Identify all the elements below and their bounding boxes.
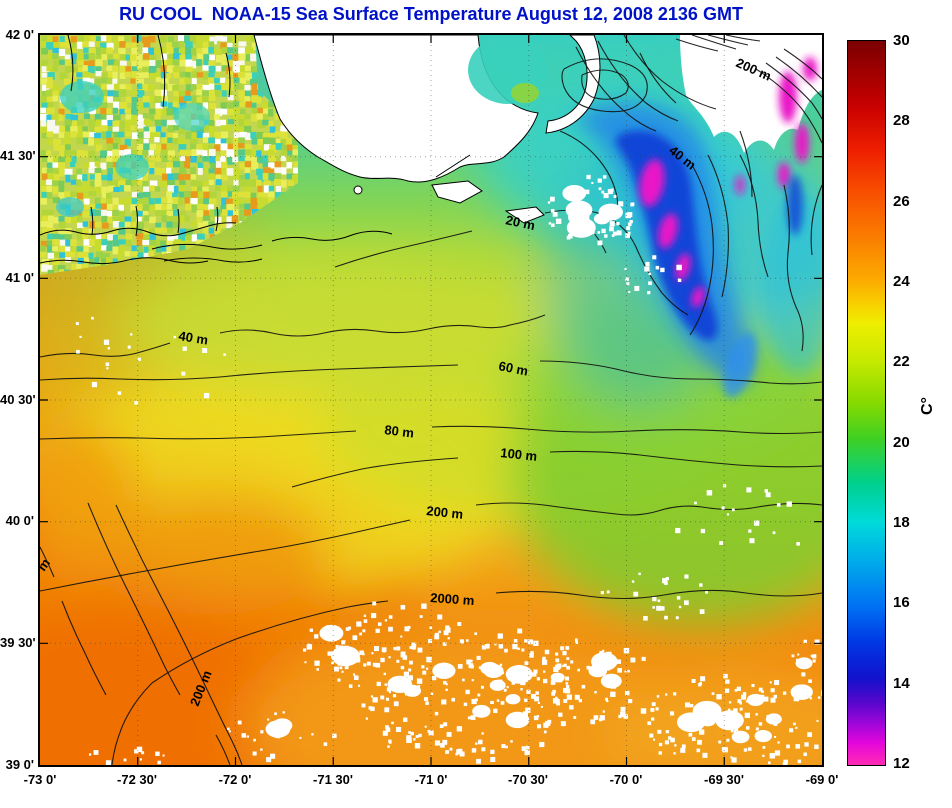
colorbar-tick-label: 18 — [893, 514, 910, 531]
graticule — [40, 35, 822, 765]
colorbar-tick-label: 16 — [893, 594, 910, 611]
colorbar-tick-label: 24 — [893, 273, 910, 290]
coastline-contours — [39, 34, 393, 265]
y-tick-label: 41 0' — [5, 270, 34, 285]
colorbar-unit-label: C° — [919, 397, 936, 415]
colorbar-tick-label: 28 — [893, 112, 910, 129]
cape-cod-bay — [468, 36, 548, 104]
sst-map: 200 m 40 m 20 m 40 m 60 m 80 m 100 m 200… — [0, 34, 890, 808]
contour-label: 20 m — [504, 212, 536, 233]
x-tick-label: -71 30' — [313, 772, 353, 787]
colorbar — [847, 40, 886, 766]
x-tick-label: -70 0' — [609, 772, 643, 787]
y-tick-label: 42 0' — [5, 27, 34, 42]
colorbar-tick-label: 30 — [893, 32, 910, 49]
figure-title: RU COOL NOAA-15 Sea Surface Temperature … — [119, 4, 743, 24]
colorbar-tick-label: 20 — [893, 434, 910, 451]
y-tick-label: 41 30' — [0, 148, 36, 163]
x-tick-label: -69 0' — [805, 772, 839, 787]
colorbar-tick-label: 12 — [893, 755, 910, 772]
bathymetry-contours — [39, 34, 823, 766]
cold-magenta-patches — [639, 57, 817, 308]
x-tick-label: -73 0' — [23, 772, 57, 787]
x-tick-label: -71 0' — [414, 772, 448, 787]
contour-label: 80 m — [384, 422, 415, 441]
cloud-cover — [75, 174, 844, 779]
colorbar-tick-label: 26 — [893, 193, 910, 210]
contour-label: 2000 m — [430, 590, 475, 608]
cold-blue-streak — [787, 175, 803, 235]
islands — [353, 154, 545, 224]
contour-label: 40 m — [178, 328, 210, 347]
axis-ticks — [40, 35, 822, 765]
land-mass — [253, 34, 601, 183]
colorbar-tick-label: 14 — [893, 675, 910, 692]
x-tick-label: -69 30' — [704, 772, 744, 787]
contour-label: 100 m — [500, 445, 538, 464]
contour-label: 200 m — [426, 503, 464, 522]
y-tick-label: 39 0' — [5, 757, 34, 772]
y-tick-label: 40 30' — [0, 392, 36, 407]
x-tick-label: -72 0' — [218, 772, 252, 787]
x-tick-label: -70 30' — [508, 772, 548, 787]
x-tick-label: -72 30' — [117, 772, 157, 787]
y-tick-label: 40 0' — [5, 513, 34, 528]
plot-frame: 200 m 40 m 20 m 40 m 60 m 80 m 100 m 200… — [0, 33, 890, 808]
y-tick-label: 39 30' — [0, 635, 36, 650]
colorbar-tick-label: 22 — [893, 353, 910, 370]
contour-label: 60 m — [497, 358, 529, 378]
